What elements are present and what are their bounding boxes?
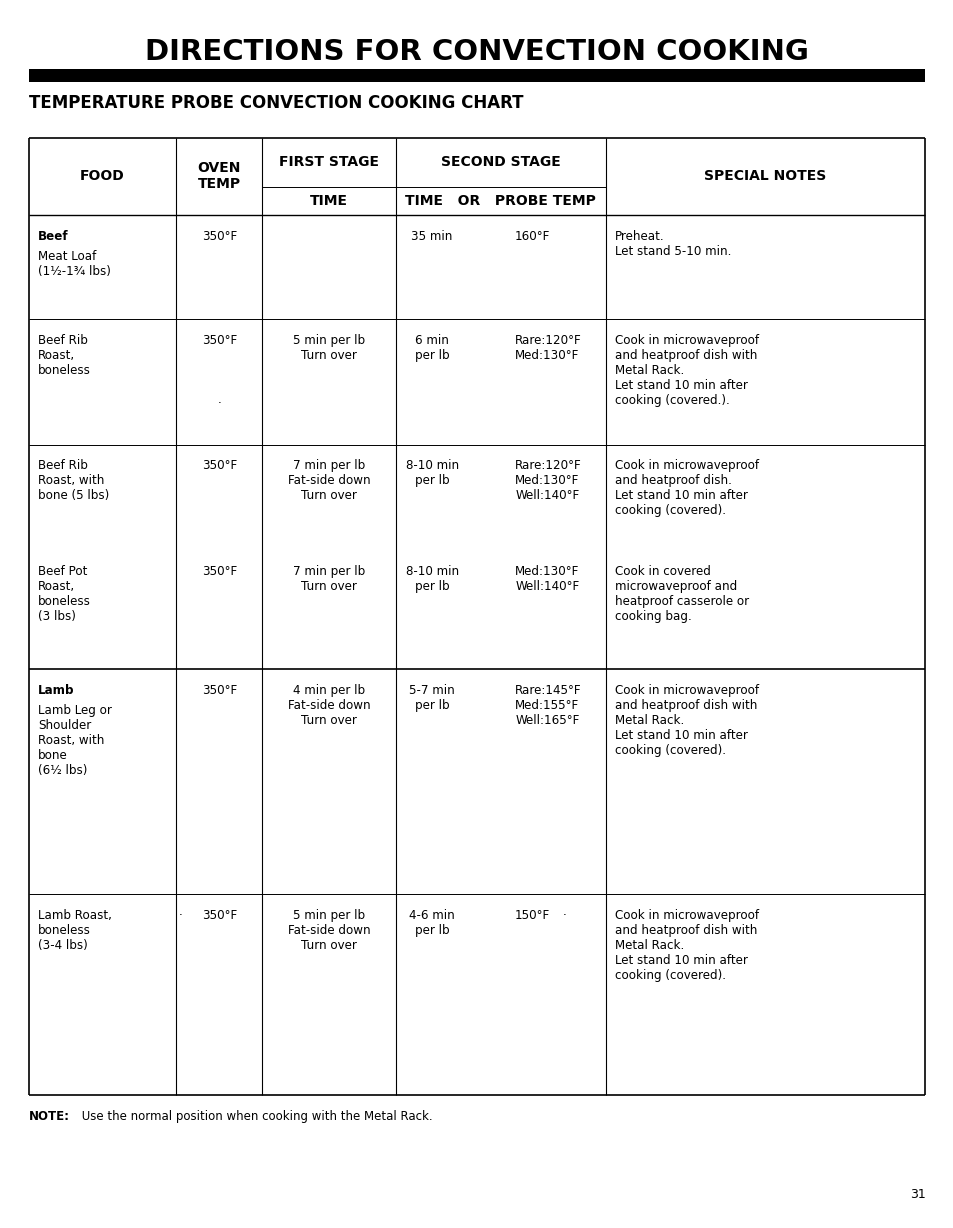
Text: 350°F: 350°F [202,565,236,578]
Text: Beef: Beef [38,230,69,243]
Text: 31: 31 [908,1187,924,1201]
Text: 4 min per lb
Fat-side down
Turn over: 4 min per lb Fat-side down Turn over [288,684,370,727]
Text: OVEN
TEMP: OVEN TEMP [197,161,241,192]
Text: Cook in microwaveproof
and heatproof dish.
Let stand 10 min after
cooking (cover: Cook in microwaveproof and heatproof dis… [615,459,759,517]
Text: 350°F: 350°F [202,334,236,348]
Text: TEMPERATURE PROBE CONVECTION COOKING CHART: TEMPERATURE PROBE CONVECTION COOKING CHA… [29,95,522,112]
Text: Beef Rib
Roast, with
bone (5 lbs): Beef Rib Roast, with bone (5 lbs) [38,459,110,502]
Text: 4-6 min
per lb: 4-6 min per lb [409,909,455,937]
Text: 5 min per lb
Turn over: 5 min per lb Turn over [293,334,365,362]
Text: 5 min per lb
Fat-side down
Turn over: 5 min per lb Fat-side down Turn over [288,909,370,952]
Text: Rare:120°F
Med:130°F
Well:140°F: Rare:120°F Med:130°F Well:140°F [515,459,581,502]
Text: 8-10 min
per lb: 8-10 min per lb [405,459,458,488]
Text: 6 min
per lb: 6 min per lb [415,334,449,362]
Text: Lamb Roast,
boneless
(3-4 lbs): Lamb Roast, boneless (3-4 lbs) [38,909,112,952]
Text: FIRST STAGE: FIRST STAGE [279,155,378,169]
Text: 350°F: 350°F [202,230,236,243]
Text: Lamb Leg or
Shoulder
Roast, with
bone
(6½ lbs): Lamb Leg or Shoulder Roast, with bone (6… [38,704,112,777]
Text: Cook in microwaveproof
and heatproof dish with
Metal Rack.
Let stand 10 min afte: Cook in microwaveproof and heatproof dis… [615,909,759,981]
Text: TIME   OR   PROBE TEMP: TIME OR PROBE TEMP [405,194,596,208]
Text: .: . [217,393,221,406]
Text: ·: · [178,909,182,922]
Text: Meat Loaf
(1½-1¾ lbs): Meat Loaf (1½-1¾ lbs) [38,249,111,278]
Text: 7 min per lb
Fat-side down
Turn over: 7 min per lb Fat-side down Turn over [288,459,370,502]
Text: NOTE:: NOTE: [29,1110,70,1124]
Text: 160°F: 160°F [515,230,550,243]
Text: Use the normal position when cooking with the Metal Rack.: Use the normal position when cooking wit… [78,1110,433,1124]
Text: 150°F: 150°F [515,909,550,922]
Text: ·: · [562,909,566,922]
Text: TIME: TIME [310,194,348,208]
Text: Cook in microwaveproof
and heatproof dish with
Metal Rack.
Let stand 10 min afte: Cook in microwaveproof and heatproof dis… [615,334,759,406]
Text: 8-10 min
per lb: 8-10 min per lb [405,565,458,593]
Text: 350°F: 350°F [202,459,236,473]
Text: Preheat.
Let stand 5-10 min.: Preheat. Let stand 5-10 min. [615,230,731,258]
Text: SECOND STAGE: SECOND STAGE [440,155,560,169]
Text: 5-7 min
per lb: 5-7 min per lb [409,684,455,712]
Bar [29,69,924,82]
Text: 7 min per lb
Turn over: 7 min per lb Turn over [293,565,365,593]
Text: 350°F: 350°F [202,684,236,698]
Text: FOOD: FOOD [80,169,125,183]
Text: Med:130°F
Well:140°F: Med:130°F Well:140°F [515,565,578,593]
Text: 350°F: 350°F [202,909,236,922]
Text: Cook in covered
microwaveproof and
heatproof casserole or
cooking bag.: Cook in covered microwaveproof and heatp… [615,565,749,623]
Text: DIRECTIONS FOR CONVECTION COOKING: DIRECTIONS FOR CONVECTION COOKING [145,38,808,65]
Text: SPECIAL NOTES: SPECIAL NOTES [703,169,826,183]
Text: Rare:120°F
Med:130°F: Rare:120°F Med:130°F [515,334,581,362]
Text: 35 min: 35 min [411,230,453,243]
Text: Lamb: Lamb [38,684,74,698]
Text: Beef Rib
Roast,
boneless: Beef Rib Roast, boneless [38,334,91,377]
Text: Cook in microwaveproof
and heatproof dish with
Metal Rack.
Let stand 10 min afte: Cook in microwaveproof and heatproof dis… [615,684,759,756]
Text: Beef Pot
Roast,
boneless
(3 lbs): Beef Pot Roast, boneless (3 lbs) [38,565,91,623]
Text: Rare:145°F
Med:155°F
Well:165°F: Rare:145°F Med:155°F Well:165°F [515,684,581,727]
